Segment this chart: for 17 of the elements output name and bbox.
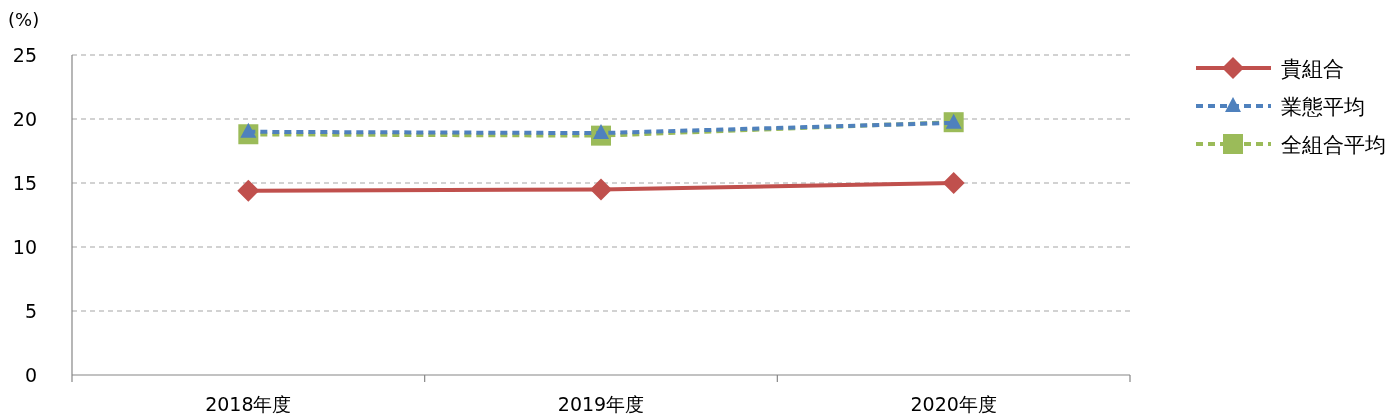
x-tick-label: 2018年度 xyxy=(205,393,292,414)
y-tick-label: 10 xyxy=(12,236,37,258)
x-tick-label: 2020年度 xyxy=(910,393,997,414)
y-tick-label: 15 xyxy=(12,172,37,194)
y-tick-label: 20 xyxy=(12,108,37,130)
y-tick-label: 25 xyxy=(12,44,37,66)
point xyxy=(942,172,965,194)
y-axis-title: (%) xyxy=(8,9,40,30)
point xyxy=(590,178,612,201)
legend-label: 業態平均 xyxy=(1281,95,1365,119)
point xyxy=(240,122,257,138)
x-tick-label: 2019年度 xyxy=(557,393,645,414)
point xyxy=(237,179,260,202)
legend-label: 全組合平均 xyxy=(1281,133,1386,157)
y-tick-label: 0 xyxy=(24,364,37,386)
y-tick-label: 5 xyxy=(24,300,37,322)
legend-label: 貴組合 xyxy=(1281,57,1344,81)
